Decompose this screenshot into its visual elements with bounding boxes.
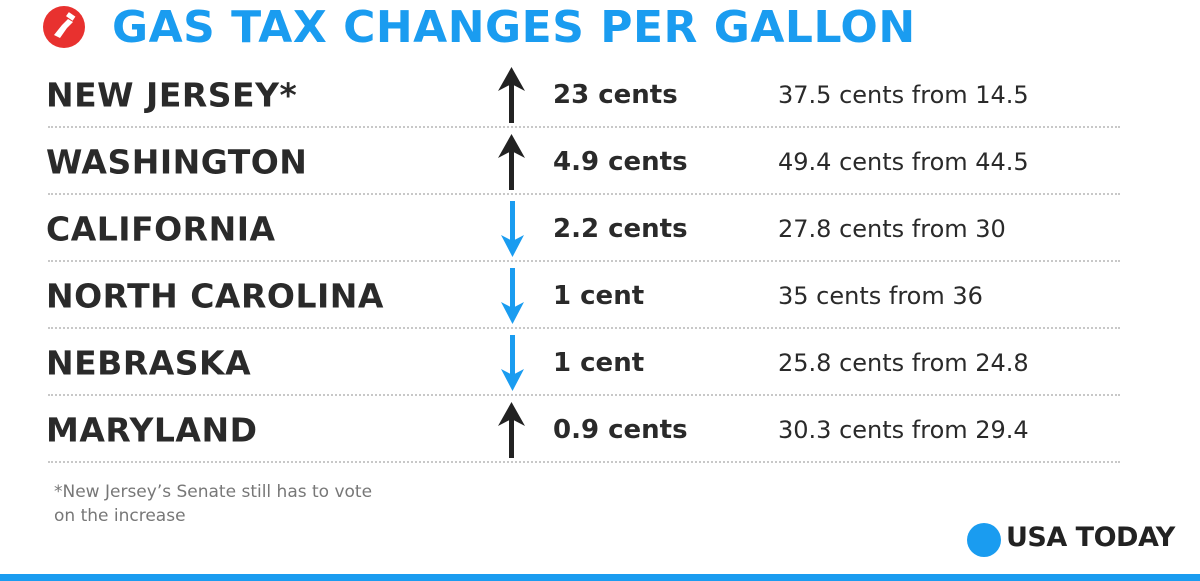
state-name: NORTH CAROLINA — [46, 276, 384, 316]
row-separator — [48, 394, 1120, 396]
row-separator — [48, 327, 1120, 329]
row-separator — [48, 126, 1120, 128]
change-amount: 2.2 cents — [553, 214, 688, 244]
change-detail: 35 cents from 36 — [778, 282, 983, 310]
state-name: NEW JERSEY* — [46, 75, 298, 115]
state-name: CALIFORNIA — [46, 209, 276, 249]
arrow-down — [501, 201, 524, 257]
change-amount: 0.9 cents — [553, 415, 688, 445]
arrow-up — [498, 134, 525, 190]
change-amount: 23 cents — [553, 80, 678, 110]
change-detail: 30.3 cents from 29.4 — [778, 416, 1029, 444]
bottom-bar — [0, 574, 1200, 581]
logo: USA TODAY — [1006, 522, 1175, 553]
arrow-down — [501, 335, 524, 391]
change-detail: 27.8 cents from 30 — [778, 215, 1006, 243]
logo-dot — [967, 523, 1001, 557]
change-detail: 25.8 cents from 24.8 — [778, 349, 1029, 377]
state-name: MARYLAND — [46, 410, 258, 450]
change-amount: 1 cent — [553, 281, 645, 311]
change-detail: 49.4 cents from 44.5 — [778, 148, 1029, 176]
row-separator — [48, 260, 1120, 262]
row-separator — [48, 193, 1120, 195]
state-name: WASHINGTON — [46, 142, 308, 182]
change-amount: 1 cent — [553, 348, 645, 378]
change-amount: 4.9 cents — [553, 147, 688, 177]
title: GAS TAX CHANGES PER GALLON — [112, 2, 916, 53]
change-detail: 37.5 cents from 14.5 — [778, 81, 1029, 109]
arrow-down — [501, 268, 524, 324]
arrow-up — [498, 67, 525, 123]
footnote: *New Jersey’s Senate still has to vote o… — [54, 482, 373, 526]
pump-icon — [43, 6, 85, 48]
row-separator — [48, 461, 1120, 463]
state-name: NEBRASKA — [46, 343, 252, 383]
arrow-up — [498, 402, 525, 458]
